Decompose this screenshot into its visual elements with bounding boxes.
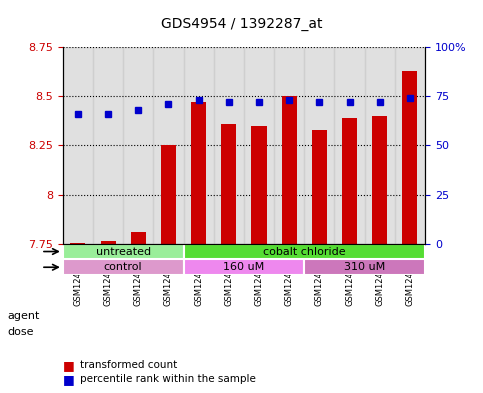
- Text: control: control: [104, 262, 142, 272]
- Text: 310 uM: 310 uM: [344, 262, 385, 272]
- Bar: [304, 47, 334, 244]
- Bar: [312, 130, 327, 244]
- Bar: [161, 145, 176, 244]
- Bar: [395, 47, 425, 244]
- Bar: [184, 244, 425, 259]
- Bar: [154, 47, 184, 244]
- Bar: [184, 47, 213, 244]
- Text: ■: ■: [63, 359, 74, 372]
- Bar: [184, 259, 304, 275]
- Text: dose: dose: [7, 327, 34, 337]
- Bar: [100, 241, 115, 244]
- Bar: [63, 259, 184, 275]
- Bar: [252, 126, 267, 244]
- Text: GDS4954 / 1392287_at: GDS4954 / 1392287_at: [161, 17, 322, 31]
- Bar: [334, 47, 365, 244]
- Bar: [365, 47, 395, 244]
- Bar: [131, 232, 146, 244]
- Text: agent: agent: [7, 311, 40, 321]
- Bar: [191, 102, 206, 244]
- Bar: [213, 47, 244, 244]
- Bar: [304, 259, 425, 275]
- Text: percentile rank within the sample: percentile rank within the sample: [80, 374, 256, 384]
- Bar: [244, 47, 274, 244]
- Bar: [63, 47, 93, 244]
- Text: 160 uM: 160 uM: [223, 262, 265, 272]
- Text: ■: ■: [63, 373, 74, 386]
- Text: untreated: untreated: [96, 246, 151, 257]
- Bar: [221, 124, 236, 244]
- Bar: [123, 47, 154, 244]
- Bar: [93, 47, 123, 244]
- Bar: [274, 47, 304, 244]
- Text: cobalt chloride: cobalt chloride: [263, 246, 346, 257]
- Bar: [282, 96, 297, 244]
- Text: transformed count: transformed count: [80, 360, 177, 371]
- Bar: [342, 118, 357, 244]
- Bar: [63, 244, 184, 259]
- Bar: [402, 71, 417, 244]
- Bar: [372, 116, 387, 244]
